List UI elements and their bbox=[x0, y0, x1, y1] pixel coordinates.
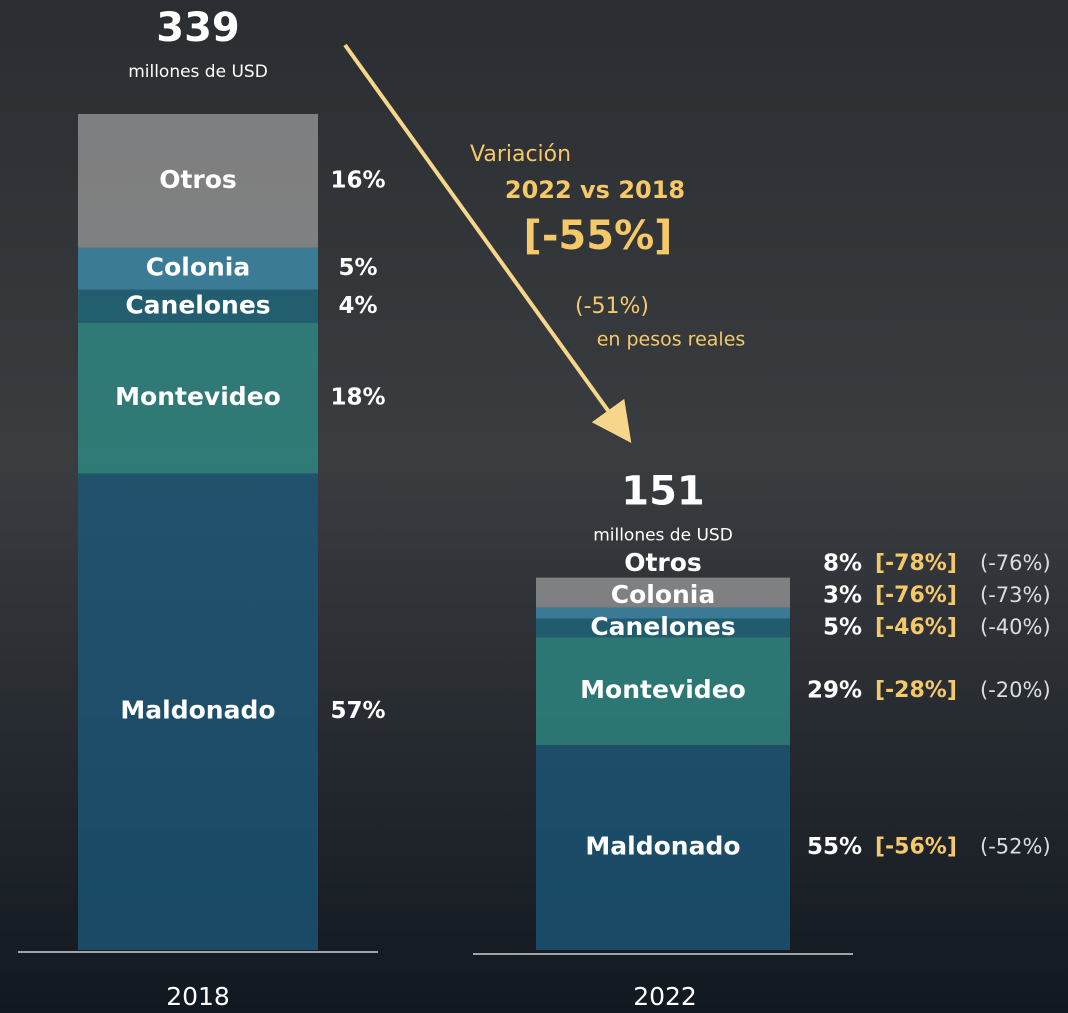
annotation-subtitle: 2022 vs 2018 bbox=[505, 176, 685, 204]
value-label: 5% bbox=[823, 614, 862, 640]
value-label: 16% bbox=[330, 167, 385, 193]
change-real-label: (-73%) bbox=[980, 583, 1051, 607]
change-label: [-78%] bbox=[875, 551, 957, 576]
segment-label: Maldonado bbox=[585, 832, 740, 861]
total-label: 339 bbox=[156, 5, 240, 51]
segment-label: Colonia bbox=[146, 253, 251, 282]
bar-segment bbox=[78, 247, 318, 290]
change-real-label: (-76%) bbox=[980, 551, 1051, 575]
segment-label: Montevideo bbox=[115, 382, 281, 411]
segment-label: Otros bbox=[624, 548, 702, 577]
bar-segment bbox=[78, 473, 318, 950]
change-label: [-76%] bbox=[875, 583, 957, 608]
x-tick-label: 2018 bbox=[166, 982, 230, 1011]
segment-label: Otros bbox=[159, 165, 237, 194]
value-label: 3% bbox=[823, 582, 862, 608]
segment-label: Colonia bbox=[611, 580, 716, 609]
bar-segment bbox=[536, 618, 790, 638]
change-label: [-28%] bbox=[875, 678, 957, 703]
value-label: 4% bbox=[338, 293, 377, 319]
total-unit: millones de USD bbox=[128, 62, 268, 82]
value-label: 18% bbox=[330, 385, 385, 411]
change-real-label: (-40%) bbox=[980, 615, 1051, 639]
change-real-label: (-20%) bbox=[980, 678, 1051, 702]
value-label: 29% bbox=[807, 678, 862, 704]
annotation-note: en pesos reales bbox=[597, 329, 746, 351]
segment-label: Montevideo bbox=[580, 675, 746, 704]
bar-segment bbox=[78, 114, 318, 248]
total-unit: millones de USD bbox=[593, 526, 733, 546]
bar-segment bbox=[536, 745, 790, 950]
segment-label: Canelones bbox=[590, 612, 735, 641]
annotation-title: Variación bbox=[470, 142, 571, 167]
annotation-real-value: (-51%) bbox=[575, 294, 649, 319]
segment-label: Canelones bbox=[125, 290, 270, 319]
value-label: 57% bbox=[330, 698, 385, 724]
change-real-label: (-52%) bbox=[980, 835, 1051, 859]
bar-segment bbox=[78, 323, 318, 474]
bar-segment bbox=[536, 607, 790, 619]
value-label: 8% bbox=[823, 550, 862, 576]
bar-segment bbox=[536, 637, 790, 746]
annotation-value: [-55%] bbox=[524, 213, 673, 259]
value-label: 5% bbox=[338, 255, 377, 281]
change-label: [-56%] bbox=[875, 835, 957, 860]
segment-label: Maldonado bbox=[120, 696, 275, 725]
change-label: [-46%] bbox=[875, 615, 957, 640]
value-label: 55% bbox=[807, 834, 862, 860]
bar-segment bbox=[536, 577, 790, 608]
bar-segment bbox=[78, 289, 318, 323]
total-label: 151 bbox=[621, 469, 705, 515]
arrow bbox=[343, 43, 632, 443]
x-tick-label: 2022 bbox=[633, 982, 697, 1011]
